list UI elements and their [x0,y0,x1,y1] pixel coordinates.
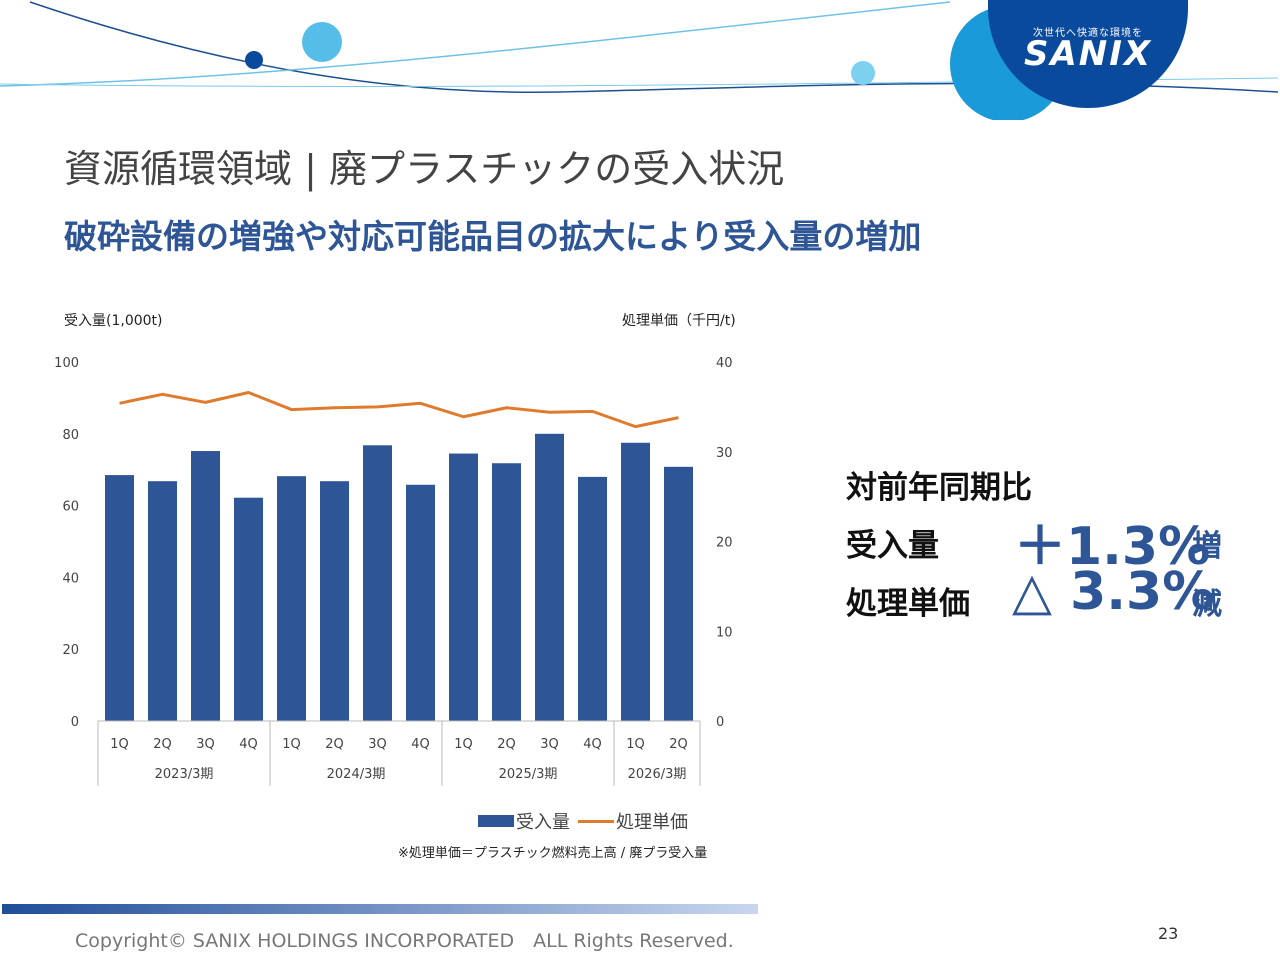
legend-swatch-line [578,819,614,823]
left-tick-label: 20 [62,643,79,658]
bar [277,476,306,721]
category-label: 2Q [497,737,516,752]
group-label: 2025/3期 [499,767,558,782]
bar [492,463,521,721]
bar [664,466,693,721]
category-label: 2Q [153,737,172,752]
bar [578,476,607,721]
series-line [119,391,679,429]
group-label: 2023/3期 [155,767,214,782]
right-tick-label: 30 [716,446,733,461]
summary-value-price: △ 3.3% [1012,562,1215,622]
footer-bar [2,904,758,914]
category-label: 4Q [239,737,258,752]
legend-label-line: 処理単価 [616,812,688,833]
page-number: 23 [1158,924,1179,943]
category-label: 4Q [411,737,430,752]
left-tick-label: 40 [62,571,79,586]
category-label: 1Q [282,737,301,752]
bar [406,484,435,721]
legend-swatch-bar [478,815,514,827]
right-tick-label: 10 [716,625,733,640]
right-tick-label: 0 [716,715,724,730]
chart-note: ※処理単価＝プラスチック燃料売上高 / 廃プラ受入量 [398,846,708,861]
summary-value-volume: ＋1.3% [1014,517,1211,577]
category-label: 1Q [454,737,473,752]
left-axis-label: 受入量(1,000t) [64,313,163,329]
left-tick-label: 60 [62,500,79,515]
copyright: Copyright© SANIX HOLDINGS INCORPORATED A… [75,930,734,952]
bar [535,433,564,721]
right-axis-label: 処理単価（千円/t) [622,313,736,329]
category-label: 3Q [196,737,215,752]
bar [320,481,349,721]
page-title: 資源循環領域 | 廃プラスチックの受入状況 [64,147,785,191]
bar [363,445,392,721]
group-label: 2024/3期 [327,767,386,782]
summary-label-price: 処理単価 [846,586,970,622]
bar [148,481,177,721]
legend-label-bar: 受入量 [516,812,570,833]
page-subtitle: 破砕設備の増強や対応可能品目の拡大により受入量の増加 [64,217,922,256]
bar [621,442,650,721]
category-label: 2Q [669,737,688,752]
category-label: 1Q [626,737,645,752]
bar [191,451,220,721]
right-tick-label: 40 [716,356,733,371]
category-label: 1Q [110,737,129,752]
category-label: 2Q [325,737,344,752]
bar [234,497,263,721]
category-label: 3Q [540,737,559,752]
logo-name: SANIX [1023,34,1153,74]
logo-tagline: 次世代へ快適な環境を [1033,28,1143,39]
bar [105,475,134,721]
legend: 受入量 処理単価 [478,808,688,834]
summary-heading: 対前年同期比 [846,470,1032,506]
bar [449,453,478,721]
group-label: 2026/3期 [628,767,687,782]
category-label: 4Q [583,737,602,752]
left-tick-label: 100 [54,356,79,371]
left-tick-label: 80 [62,428,79,443]
summary-label-volume: 受入量 [846,528,939,564]
category-label: 3Q [368,737,387,752]
summary-suffix-price: 減 [1192,587,1222,622]
summary-suffix-volume: 増 [1192,529,1222,564]
right-tick-label: 20 [716,536,733,551]
left-tick-label: 0 [71,715,79,730]
